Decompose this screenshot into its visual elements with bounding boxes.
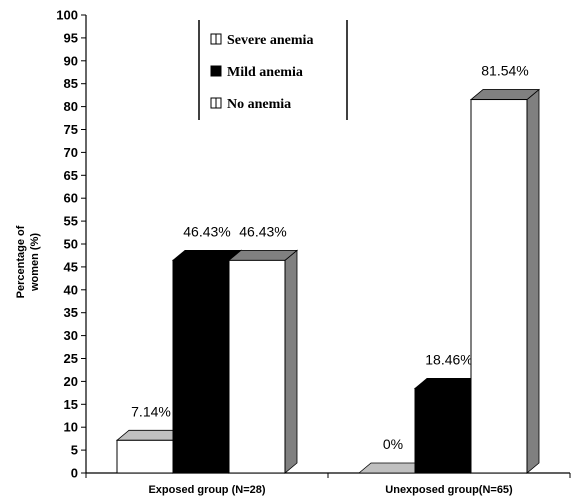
y-tick-label: 20 xyxy=(64,374,78,389)
data-label: 7.14% xyxy=(131,403,171,419)
y-tick-label: 70 xyxy=(64,145,78,160)
y-tick-label: 15 xyxy=(64,397,78,412)
y-tick-label: 95 xyxy=(64,30,78,45)
legend-label: Severe anemia xyxy=(227,33,313,48)
category-label: Unexposed group(N=65) xyxy=(385,484,513,496)
y-tick-label: 85 xyxy=(64,76,78,91)
legend-label: No anemia xyxy=(227,97,291,112)
data-label: 81.54% xyxy=(481,63,528,79)
bar-front xyxy=(228,259,286,474)
bar-no-anemia: 81.54% xyxy=(469,63,541,474)
bar-front xyxy=(470,99,528,474)
bar-front xyxy=(414,387,472,474)
bars: 7.14% 46.43% 46.43% 0% 18.46% 81.54% xyxy=(115,63,541,474)
y-tick-label: 10 xyxy=(64,420,78,435)
bar-side xyxy=(526,88,540,474)
bar-no-anemia: 46.43% xyxy=(227,223,299,474)
y-axis-label-line-2: women (%) xyxy=(29,233,41,292)
legend-swatch xyxy=(210,65,222,77)
y-tick-label: 55 xyxy=(64,214,78,229)
bar-front xyxy=(116,439,174,474)
data-label: 46.43% xyxy=(183,223,230,239)
y-tick-label: 0 xyxy=(71,466,78,481)
data-label: 0% xyxy=(383,436,403,452)
data-label: 18.46% xyxy=(425,351,472,367)
bar-front xyxy=(172,259,230,474)
y-tick-label: 100 xyxy=(56,8,78,23)
y-tick-label: 60 xyxy=(64,191,78,206)
y-tick-label: 65 xyxy=(64,168,78,183)
y-tick-label: 75 xyxy=(64,122,78,137)
bar-side xyxy=(284,249,298,474)
axes: 0 5 10 15 20 25 30 35 40 45 50 55 60 65 70 75 80 85 90 95 10… xyxy=(56,8,571,481)
y-axis-label-line-1: Percentage of xyxy=(15,225,27,298)
y-tick-label: 90 xyxy=(64,53,78,68)
data-label: 46.43% xyxy=(239,223,286,239)
bar-top xyxy=(227,249,299,261)
category-label: Exposed group (N=28) xyxy=(148,484,265,496)
y-tick-label: 45 xyxy=(64,259,78,274)
bar-top xyxy=(469,89,541,100)
category-labels: Exposed group (N=28) Unexposed group(N=65… xyxy=(148,484,513,496)
y-tick-label: 80 xyxy=(64,99,78,114)
y-tick-label: 5 xyxy=(71,443,78,458)
y-tick-label: 50 xyxy=(64,237,78,252)
y-tick-label: 40 xyxy=(64,282,78,297)
y-tick-label: 25 xyxy=(64,351,78,366)
legend: Severe anemia Mild anemia No anemia xyxy=(198,20,348,120)
legend-label: Mild anemia xyxy=(227,65,303,80)
y-tick-label: 35 xyxy=(64,305,78,320)
y-tick-label: 30 xyxy=(64,328,78,343)
